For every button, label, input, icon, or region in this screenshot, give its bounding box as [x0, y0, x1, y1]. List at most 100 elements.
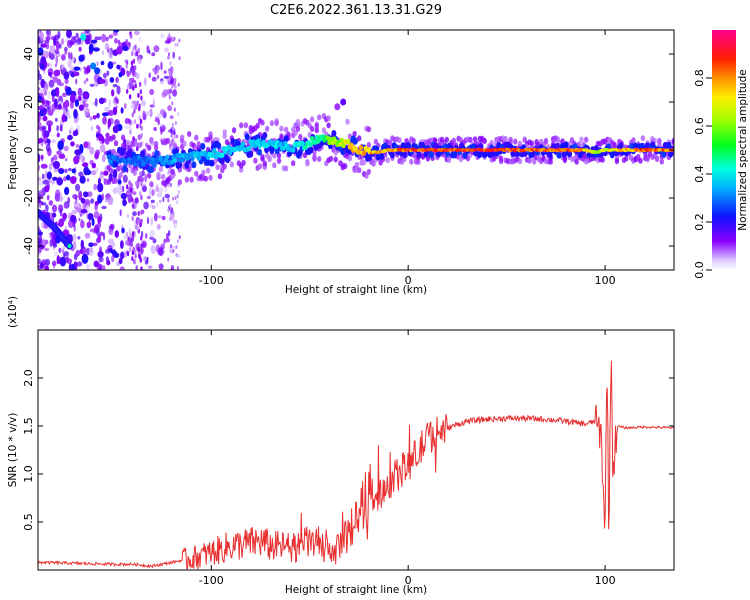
noise-speck	[78, 218, 81, 221]
noise-speck	[75, 183, 81, 192]
ridge-band	[352, 137, 358, 145]
ridge-halo	[265, 125, 270, 132]
noise-streak	[128, 247, 132, 252]
noise-streak	[134, 104, 138, 110]
noise-blob	[114, 230, 120, 238]
noise-speck	[83, 199, 90, 203]
noise-streak	[139, 89, 143, 95]
noise-speck	[105, 197, 108, 203]
ridge-halo	[146, 144, 152, 151]
ridge-halo	[513, 138, 518, 145]
ridge-core	[141, 161, 146, 167]
ridge-band	[405, 142, 411, 150]
noise-blob	[53, 160, 60, 170]
noise-speck	[77, 87, 83, 97]
noise-blob	[55, 87, 60, 98]
noise-speck	[76, 261, 83, 267]
noise-streak	[168, 52, 170, 57]
ridge-core	[136, 154, 141, 160]
noise-speck	[153, 127, 157, 131]
noise-speck	[86, 178, 90, 182]
ridge-halo	[222, 129, 227, 136]
noise-speck	[84, 30, 91, 34]
noise-blob	[83, 92, 89, 99]
noise-streak	[171, 213, 174, 218]
noise-blob	[40, 78, 45, 89]
noise-streak	[126, 88, 129, 94]
ridge-halo	[257, 163, 263, 170]
noise-speck	[156, 223, 161, 230]
noise-speck	[90, 125, 94, 131]
noise-blob	[97, 234, 102, 243]
ridge-core	[256, 138, 261, 144]
noise-speck	[154, 212, 158, 222]
noise-speck	[52, 76, 59, 83]
noise-blob	[64, 99, 70, 108]
noise-speck	[137, 47, 140, 54]
noise-blob	[116, 64, 121, 70]
ridge-halo	[113, 140, 119, 147]
noise-speck	[145, 232, 148, 239]
noise-streak	[176, 265, 179, 270]
noise-blob	[48, 71, 53, 77]
noise-speck	[96, 61, 99, 66]
noise-blob	[69, 176, 77, 184]
noise-blob	[73, 66, 81, 71]
ridge-core	[176, 152, 181, 158]
ridge-halo	[361, 159, 367, 166]
noise-streak	[133, 259, 136, 265]
noise-speck	[163, 238, 166, 245]
ridge-halo	[347, 155, 353, 162]
ridge-halo	[654, 156, 660, 163]
noise-streak	[136, 225, 139, 231]
noise-speck	[60, 65, 64, 70]
noise-streak	[131, 231, 135, 237]
ridge-core	[135, 158, 140, 164]
noise-speck	[41, 154, 44, 162]
noise-streak	[134, 253, 137, 259]
noise-streak	[131, 250, 135, 256]
ridge-band	[428, 151, 434, 159]
noise-blob	[44, 185, 50, 193]
ridge-halo	[239, 166, 244, 173]
noise-speck	[39, 32, 45, 41]
noise-speck	[101, 50, 105, 55]
noise-blob	[64, 186, 70, 196]
noise-speck	[55, 55, 58, 65]
noise-streak	[169, 217, 172, 221]
noise-streak	[133, 119, 137, 125]
noise-speck	[101, 154, 106, 163]
noise-streak	[168, 80, 171, 85]
noise-blob	[56, 132, 60, 138]
noise-blob	[77, 95, 82, 101]
ridge-halo	[312, 153, 317, 160]
noise-blob	[65, 86, 72, 96]
colorbar-tick-label: 0.0	[693, 261, 706, 279]
noise-speck	[158, 263, 164, 270]
noise-blob	[48, 124, 52, 133]
noise-streak	[126, 190, 130, 195]
ridge-band	[436, 150, 441, 158]
x-tick-label: 100	[595, 274, 616, 287]
noise-blob	[72, 130, 79, 137]
ridge-halo	[260, 119, 265, 126]
noise-speck	[38, 258, 41, 265]
ridge-halo	[111, 134, 116, 141]
noise-blob	[97, 177, 101, 185]
noise-blob	[57, 140, 64, 151]
noise-streak	[167, 208, 170, 213]
noise-speck	[151, 189, 155, 197]
noise-blob	[118, 72, 123, 78]
noise-streak	[132, 46, 135, 52]
noise-speck	[131, 100, 137, 105]
noise-streak	[140, 194, 143, 200]
noise-streak	[168, 33, 171, 38]
ridge-core	[358, 144, 364, 151]
noise-speck	[97, 36, 102, 41]
ridge-band	[225, 156, 231, 164]
noise-blob	[87, 213, 94, 220]
ridge-halo	[189, 176, 194, 183]
noise-speck	[38, 121, 42, 130]
noise-blob	[112, 169, 118, 179]
noise-blob	[41, 97, 45, 106]
